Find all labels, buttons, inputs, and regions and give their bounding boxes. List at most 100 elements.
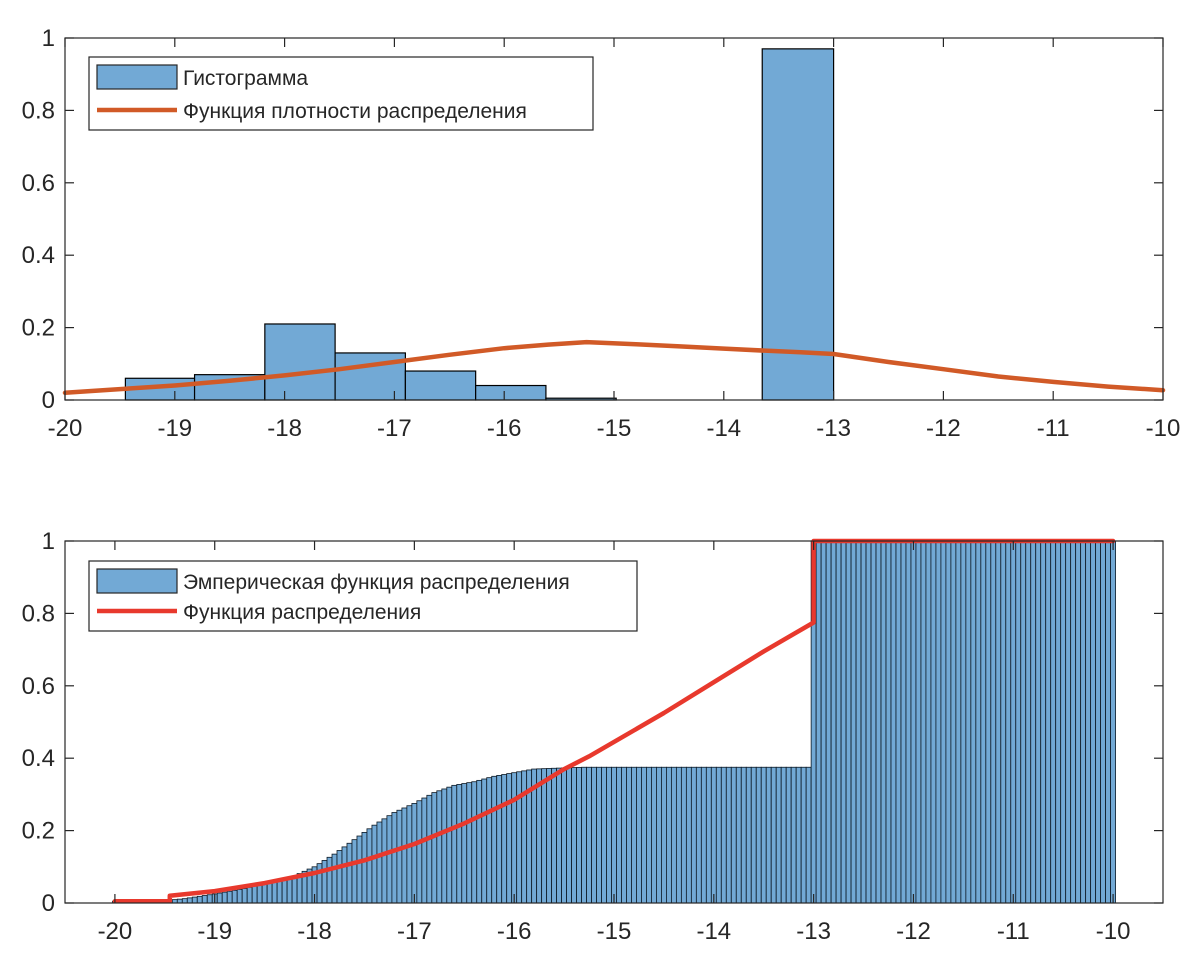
ecdf-bar-25 [236, 889, 243, 904]
x-tick-label: -19 [157, 415, 192, 442]
legend-density-label: Функция плотности распределения [183, 100, 527, 123]
ecdf-bar-97 [596, 766, 602, 904]
ecdf-bar-35 [286, 876, 293, 904]
x-tick-label: -15 [597, 918, 632, 945]
x-tick-label: -18 [267, 415, 302, 442]
ecdf-bar-89 [556, 767, 562, 904]
ecdf-bar-74 [481, 778, 488, 904]
ecdf-bar-95 [586, 766, 592, 904]
ecdf-bar-49 [356, 835, 363, 904]
x-tick-label: -12 [896, 918, 931, 945]
x-tick-label: -10 [1146, 415, 1181, 442]
ecdf-bar-135 [785, 766, 792, 904]
histogram-bar-5 [475, 384, 547, 401]
ecdf-bar-77 [496, 774, 503, 904]
ecdf-bar-55 [386, 815, 393, 904]
ecdf-bar-116 [690, 766, 697, 904]
ecdf-bar-184 [1030, 540, 1037, 904]
y-tick-label: 0.4 [22, 745, 55, 772]
legend-ecdf-label: Эмперическая функция распределения [183, 571, 570, 594]
x-tick-label: -16 [497, 918, 532, 945]
ecdf-bar-61 [416, 800, 423, 904]
ecdf-bar-113 [675, 766, 682, 904]
ecdf-bar-129 [755, 766, 762, 904]
ecdf-bar-70 [461, 783, 468, 904]
ecdf-bar-136 [790, 766, 797, 904]
ecdf-bar-160 [910, 540, 917, 904]
cdf-line [112, 538, 1116, 904]
ecdf-bar-152 [870, 540, 877, 904]
x-tick-label: -10 [1096, 918, 1131, 945]
legend-top: Гистограмма Функция плотности распределе… [88, 56, 594, 131]
ecdf-bar-106 [641, 766, 647, 904]
ecdf-bar-155 [885, 540, 892, 904]
ecdf-bar-186 [1040, 540, 1047, 904]
ecdf-bar-188 [1050, 540, 1057, 904]
ecdf-bar-26 [241, 888, 248, 904]
ecdf-bar-114 [680, 766, 687, 904]
y-tick-label: 1 [42, 25, 55, 52]
ecdf-bar-125 [735, 766, 742, 904]
y-tick-label: 0.2 [22, 818, 55, 845]
ecdf-bar-68 [451, 784, 458, 904]
ecdf-bar-127 [745, 766, 752, 904]
ecdf-bar-198 [1100, 540, 1107, 904]
ecdf-bar-176 [990, 540, 997, 904]
ecdf-bar-174 [980, 540, 987, 904]
ecdf-bar-132 [770, 766, 777, 904]
ecdf-bar-87 [546, 768, 553, 904]
ecdf-bar-94 [581, 766, 587, 904]
ecdf-bar-86 [541, 768, 548, 904]
ecdf-bar-58 [401, 807, 408, 904]
ecdf-bar-178 [1000, 540, 1007, 904]
ecdf-bar-124 [730, 766, 737, 904]
ecdf-bar-23 [226, 890, 233, 904]
ecdf-bar-158 [900, 540, 907, 904]
ecdf-bar-181 [1015, 540, 1022, 904]
ecdf-bar-161 [915, 540, 922, 904]
ecdf-bar-14 [181, 898, 188, 904]
y-tick-label: 0.2 [22, 315, 55, 342]
ecdf-bar-115 [685, 766, 692, 904]
ecdf-bar-157 [895, 540, 902, 904]
ecdf-bar-54 [381, 818, 388, 904]
legend-bottom: Эмперическая функция распределения Функц… [88, 560, 638, 632]
ecdf-bar-195 [1085, 540, 1092, 904]
ecdf-bar-29 [256, 884, 263, 904]
ecdf-bar-45 [336, 850, 343, 904]
ecdf-bar-43 [326, 856, 333, 904]
ecdf-bar-36 [291, 875, 298, 904]
x-tick-label: -13 [816, 415, 851, 442]
ecdf-bar-100 [611, 766, 617, 904]
x-tick-label: -20 [48, 415, 83, 442]
ecdf-bar-159 [905, 540, 912, 904]
ecdf-bar-27 [246, 886, 253, 904]
y-tick-label: 0.8 [22, 97, 55, 124]
ecdf-bar-48 [351, 839, 358, 904]
ecdf-bar-192 [1070, 540, 1077, 904]
ecdf-bar-62 [421, 797, 428, 904]
ecdf-bar-47 [346, 842, 353, 904]
ecdf-bar-53 [376, 821, 383, 904]
ecdf-bar-52 [371, 824, 378, 904]
ecdf-bar-111 [666, 766, 672, 904]
ecdf-bar-131 [765, 766, 772, 904]
x-tick-label: -17 [397, 918, 432, 945]
ecdf-bar-71 [466, 782, 473, 904]
ecdf-bar-44 [331, 853, 338, 904]
ecdf-bar-169 [955, 540, 962, 904]
ecdf-bar-22 [221, 891, 228, 904]
ecdf-bar-85 [536, 768, 543, 904]
ecdf-bar-60 [411, 803, 418, 904]
density-function-line [62, 339, 1166, 396]
ecdf-bar-156 [890, 540, 897, 904]
ecdf-bar-168 [950, 540, 957, 904]
ecdf-bar-81 [516, 771, 523, 904]
ecdf-bar-153 [875, 540, 882, 904]
ecdf-bar-122 [720, 766, 727, 904]
ecdf-bar-172 [970, 540, 977, 904]
ecdf-bar-107 [646, 766, 652, 904]
ecdf-bar-88 [551, 767, 558, 904]
ecdf-bar-194 [1080, 540, 1087, 904]
histogram-bar-4 [404, 370, 477, 401]
